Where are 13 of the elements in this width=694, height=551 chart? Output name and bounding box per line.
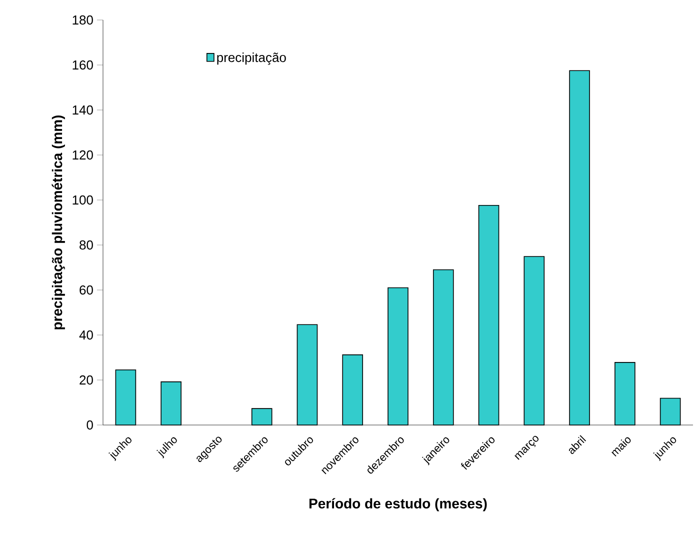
y-tick-label: 60	[80, 285, 93, 295]
y-tick-label: 180	[72, 15, 93, 25]
y-tick-label: 40	[79, 330, 93, 340]
y-tick-label: 120	[72, 150, 93, 160]
y-tick-label: 80	[80, 240, 93, 250]
y-tick-label: 20	[80, 375, 93, 385]
y-tick-label: 100	[72, 195, 93, 205]
y-tick-label: 140	[72, 105, 93, 115]
y-tick-label: 0	[86, 420, 93, 430]
y-tick-label: 160	[72, 60, 93, 70]
x-axis-title: Período de estudo (meses)	[309, 498, 487, 512]
legend-label: precipitação	[217, 52, 286, 65]
y-axis-title: precipitação pluviométrica (mm)	[52, 115, 65, 330]
